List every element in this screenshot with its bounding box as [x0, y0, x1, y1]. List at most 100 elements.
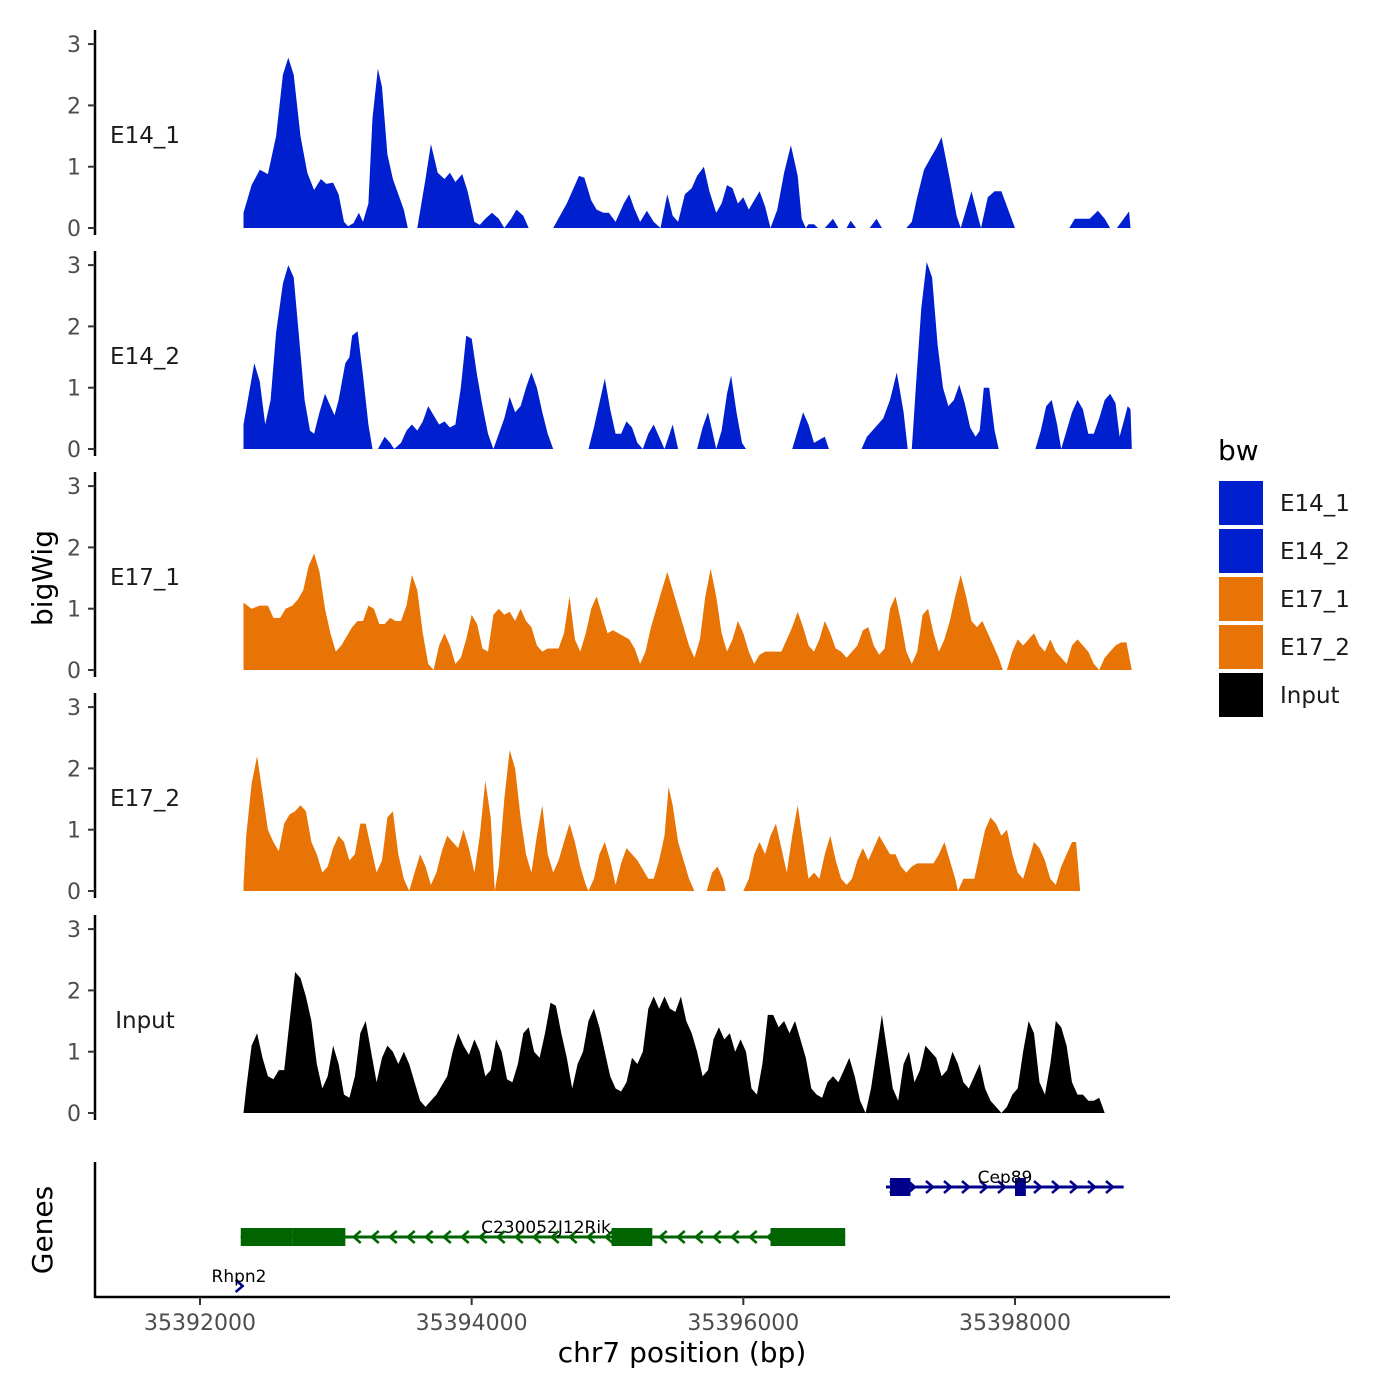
strand-arrow	[693, 1230, 704, 1244]
strand-arrow	[459, 1230, 470, 1244]
x-axis-title: chr7 position (bp)	[558, 1336, 807, 1369]
genes-panel: Cep89 C230052J12Rik Rhpn2	[93, 1162, 1124, 1298]
y-tick-label: 1	[67, 156, 81, 181]
y-tick-label: 2	[67, 315, 81, 340]
track-E14_2: 0 1 2 3 E14_2	[67, 251, 1132, 463]
track-label: E14_2	[110, 344, 180, 370]
legend-item-E17_2: E17_2	[1217, 623, 1350, 671]
genes-axis-title: Genes	[26, 1186, 59, 1274]
legend-label: Input	[1280, 683, 1340, 709]
gene-label: Rhpn2	[212, 1267, 267, 1287]
y-tick-label: 2	[67, 94, 81, 119]
legend-title: bw	[1218, 434, 1259, 467]
strand-arrow	[495, 1230, 506, 1244]
track-E17_2: 0 1 2 3 E17_2	[67, 693, 1081, 905]
strand-arrow	[531, 1230, 542, 1244]
strand-arrow	[405, 1230, 416, 1244]
legend-swatch	[1217, 671, 1265, 719]
strand-arrow	[675, 1230, 686, 1244]
strand-arrow	[1105, 1180, 1115, 1194]
strand-arrow	[657, 1230, 668, 1244]
strand-arrow	[1051, 1180, 1061, 1194]
strand-arrow	[1087, 1180, 1097, 1194]
strand-arrow	[943, 1180, 953, 1194]
y-tick-label: 3	[67, 918, 81, 943]
gene-Rhpn2: Rhpn2	[212, 1267, 267, 1293]
y-tick-label: 1	[67, 598, 81, 623]
legend-swatch	[1217, 623, 1265, 671]
y-tick-label: 1	[67, 819, 81, 844]
track-label: E17_2	[110, 786, 180, 812]
strand-arrow	[729, 1230, 740, 1244]
y-tick-label: 3	[67, 254, 81, 279]
signal-area-E17_1	[243, 553, 1132, 670]
gene-exon	[611, 1228, 653, 1246]
x-tick-label: 35398000	[959, 1311, 1071, 1336]
track-label: E14_1	[110, 123, 180, 149]
legend-label: E14_1	[1280, 491, 1350, 517]
strand-arrow	[925, 1180, 935, 1194]
y-tick-label: 1	[67, 1041, 81, 1066]
legend: bw E14_1 E14_2 E17_1 E17_2 Input	[1217, 434, 1350, 719]
track-E17_1: 0 1 2 3 E17_1	[67, 472, 1132, 684]
strand-arrow	[441, 1230, 452, 1244]
y-tick-label: 0	[67, 438, 81, 463]
gene-label: Cep89	[978, 1168, 1033, 1188]
strand-arrow	[477, 1230, 488, 1244]
legend-label: E17_1	[1280, 587, 1350, 613]
y-tick-label: 3	[67, 475, 81, 500]
strand-arrow	[567, 1230, 578, 1244]
legend-swatch	[1217, 575, 1265, 623]
track-Input: 0 1 2 3 Input	[67, 915, 1105, 1127]
strand-arrow	[1033, 1180, 1043, 1194]
signal-area-Input	[243, 972, 1105, 1113]
legend-item-E14_1: E14_1	[1217, 479, 1350, 527]
y-tick-label: 3	[67, 33, 81, 58]
strand-arrow	[1069, 1180, 1079, 1194]
legend-label: E17_2	[1280, 635, 1350, 661]
gene-exon	[770, 1228, 846, 1246]
x-tick-label: 35394000	[416, 1311, 528, 1336]
legend-swatch	[1217, 527, 1265, 575]
signal-tracks: 0 1 2 3 E14_1 0 1 2 3 E14_2 0 1 2 3 E17_1 0 1 2 3 E17_2 0 1 2 3…	[67, 30, 1132, 1127]
y-tick-label: 0	[67, 1102, 81, 1127]
gene-Cep89: Cep89	[885, 1168, 1124, 1196]
y-axis-title: bigWig	[26, 530, 59, 626]
strand-arrow	[961, 1180, 971, 1194]
gene-label: C230052J12Rik	[481, 1218, 611, 1238]
strand-arrow	[513, 1230, 524, 1244]
y-tick-label: 1	[67, 377, 81, 402]
strand-arrow	[387, 1230, 398, 1244]
signal-area-E17_2	[243, 750, 1081, 891]
y-tick-label: 0	[67, 217, 81, 242]
strand-arrow	[603, 1230, 614, 1244]
y-tick-label: 3	[67, 696, 81, 721]
strand-arrow	[549, 1230, 560, 1244]
legend-swatch	[1217, 479, 1265, 527]
strand-arrow	[234, 1279, 245, 1293]
gene-exon	[292, 1228, 346, 1246]
gene-C230052J12Rik: C230052J12Rik	[240, 1218, 846, 1246]
legend-item-E14_2: E14_2	[1217, 527, 1350, 575]
signal-area-E14_1	[243, 57, 1131, 228]
y-tick-label: 2	[67, 757, 81, 782]
y-tick-label: 0	[67, 880, 81, 905]
gene-exon	[240, 1228, 293, 1246]
strand-arrow	[711, 1230, 722, 1244]
strand-arrow	[585, 1230, 596, 1244]
strand-arrow	[423, 1230, 434, 1244]
legend-item-Input: Input	[1217, 671, 1340, 719]
legend-item-E17_1: E17_1	[1217, 575, 1350, 623]
y-tick-label: 2	[67, 979, 81, 1004]
x-axis: 35392000 35394000 35396000 35398000	[95, 1295, 1170, 1336]
gene-exon	[890, 1178, 911, 1196]
strand-arrow	[979, 1180, 989, 1194]
strand-arrow	[747, 1230, 758, 1244]
strand-arrow	[369, 1230, 380, 1244]
y-tick-label: 2	[67, 536, 81, 561]
x-tick-label: 35396000	[687, 1311, 799, 1336]
track-E14_1: 0 1 2 3 E14_1	[67, 30, 1131, 242]
y-tick-label: 0	[67, 659, 81, 684]
strand-arrow	[997, 1180, 1007, 1194]
